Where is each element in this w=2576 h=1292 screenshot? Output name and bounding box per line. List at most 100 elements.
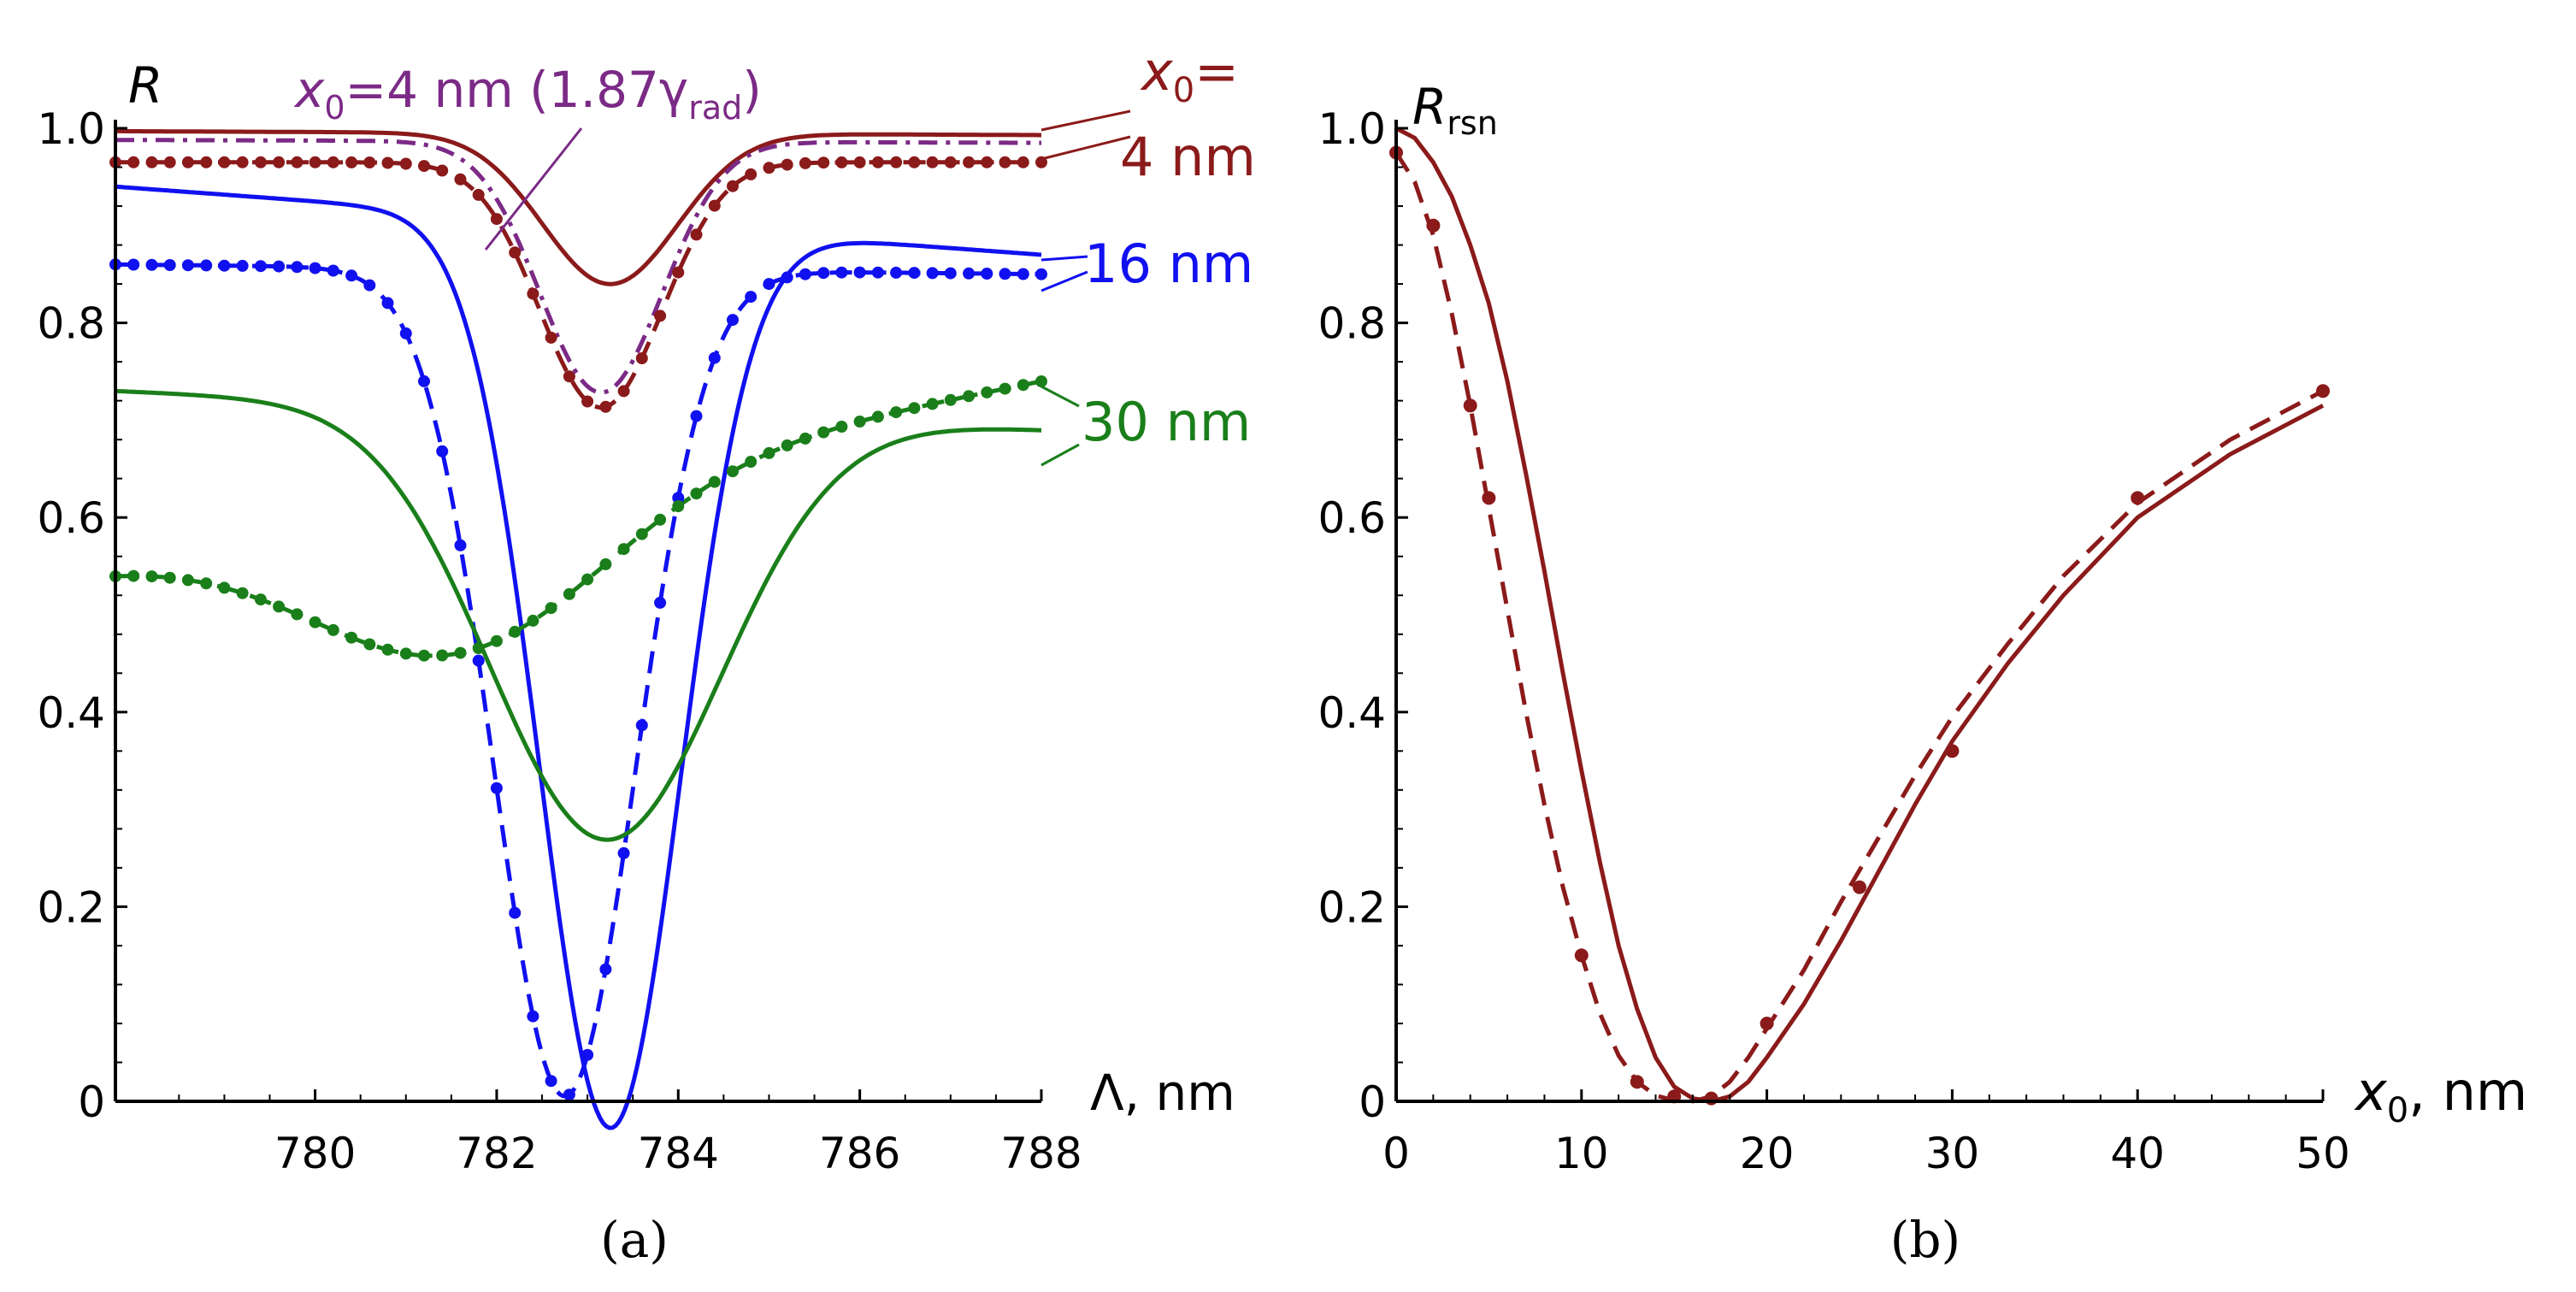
panel-b-point (2131, 491, 2145, 505)
panel-b-y-tick-label: 1.0 (1317, 104, 1386, 154)
panel-a-marker (545, 602, 557, 615)
panel-a-marker (635, 352, 648, 364)
panel-a-marker (436, 649, 449, 662)
annotation-4nm: 4 nm (1120, 126, 1256, 188)
panel-b-x-tick-label: 0 (1382, 1129, 1410, 1178)
annotation-16nm-arrow-dashed (1040, 270, 1088, 292)
panel-a-marker (654, 310, 667, 322)
panel-a-marker (200, 259, 213, 272)
panel-a-marker (200, 156, 213, 168)
panel-b-y-axis-label: Rrsn (1412, 78, 1498, 142)
panel-a-marker (926, 398, 939, 410)
panel-b-series-dashed (1394, 151, 2325, 1104)
panel-a-marker (309, 616, 321, 628)
panel-a-marker (563, 370, 575, 383)
panel-a-x-axis-label: Λ, nm (1090, 1064, 1235, 1122)
panel-b-x-axis-label: x0, nm (2354, 1060, 2527, 1130)
panel-a-marker (908, 402, 921, 415)
panel-a-marker (981, 268, 993, 280)
panel-a-x-tick-label: 784 (638, 1129, 719, 1178)
annotation-x0-4nm-gamma-arrow (484, 127, 583, 251)
panel-a-marker (817, 156, 830, 169)
panel-a-marker (926, 267, 939, 280)
panel-a-marker (254, 260, 267, 273)
panel-a-marker (853, 416, 866, 428)
panel-a-marker (454, 539, 467, 552)
panel-a-marker (273, 156, 286, 168)
panel-a-marker (509, 625, 522, 638)
panel-a-marker (145, 156, 158, 168)
panel-b-x-tick-label: 30 (1925, 1129, 1980, 1178)
panel-a-marker (327, 623, 339, 636)
panel-a-marker (472, 654, 485, 667)
panel-a-series-5 (115, 388, 1042, 842)
panel-a-marker (763, 278, 775, 291)
panel-a-marker (327, 156, 339, 168)
panel-a-marker (763, 446, 775, 459)
panel-a-marker (291, 156, 304, 168)
panel-a-marker (599, 558, 612, 570)
panel-a-marker (145, 258, 158, 271)
annotation-x0-label: x0= (1140, 40, 1239, 110)
panel-a-y-tick-label: 0.6 (37, 493, 105, 543)
panel-a-marker (871, 410, 884, 423)
panel-a-marker (1035, 375, 1047, 387)
panel-a-marker (654, 513, 667, 526)
panel-a-marker (399, 647, 412, 660)
panel-a-marker (835, 156, 848, 168)
panel-a-marker (617, 847, 630, 859)
panel-a-marker (835, 266, 848, 279)
panel-a-marker (817, 426, 830, 439)
panel-a-marker (727, 465, 739, 478)
panel-a-marker (727, 180, 739, 192)
panel-a-marker (617, 543, 630, 556)
annotation-30nm-arrow-solid (1040, 443, 1080, 467)
panel-b-point (2316, 384, 2330, 398)
panel-a-y-tick-label: 0.4 (37, 688, 105, 738)
panel-a-y-tick-label: 0.8 (37, 299, 105, 349)
panel-b-chart: 00.20.40.60.81.00 10 20 30 40 50 Rrsn x0, nm … (1317, 78, 2527, 1269)
panel-a-marker (563, 587, 575, 600)
panel-a-marker (490, 213, 503, 226)
panel-a-marker (218, 581, 231, 594)
panel-a-marker (617, 385, 630, 398)
panel-b-point (1760, 1017, 1774, 1030)
panel-a-marker (799, 432, 811, 445)
panel-a-marker (745, 168, 757, 180)
panel-a-marker (890, 156, 903, 168)
panel-a-marker (708, 199, 721, 212)
panel-a-marker (763, 162, 775, 174)
panel-a-series-6 (115, 379, 1042, 658)
panel-a-series-3 (115, 184, 1042, 1130)
panel-a-marker (127, 156, 140, 168)
panel-a-y-tick-label: 0.2 (37, 882, 105, 932)
panel-a-caption: (a) (600, 1211, 669, 1269)
panel-a-marker (181, 156, 194, 168)
panel-a-marker (273, 260, 286, 273)
panel-a-marker (127, 258, 140, 271)
panel-a-marker (273, 600, 286, 613)
panel-a-marker (145, 570, 158, 583)
panel-a-marker (291, 261, 304, 274)
panel-a-marker (254, 156, 267, 168)
panel-a-marker (545, 331, 557, 344)
panel-b-caption: (b) (1890, 1211, 1960, 1269)
panel-a-y-axis-label: R (128, 56, 162, 115)
panel-a-marker (963, 390, 976, 403)
panel-b-point (1853, 880, 1866, 894)
panel-b-point (1574, 948, 1589, 963)
panel-b-x-tick-label: 40 (2110, 1129, 2165, 1178)
panel-a-series-0 (115, 128, 1041, 286)
panel-a-marker (163, 259, 176, 271)
panel-a-x-tick-label: 782 (456, 1129, 537, 1178)
panel-a-marker (363, 638, 376, 651)
panel-b-y-tick-label: 0.4 (1317, 688, 1386, 738)
annotation-16nm: 16 nm (1084, 233, 1253, 295)
panel-a-marker (963, 156, 976, 168)
panel-a-marker (1017, 268, 1029, 280)
panel-a-marker (890, 406, 903, 419)
panel-a-marker (672, 492, 685, 504)
panel-a-marker (635, 528, 648, 540)
panel-a-marker (908, 267, 921, 280)
